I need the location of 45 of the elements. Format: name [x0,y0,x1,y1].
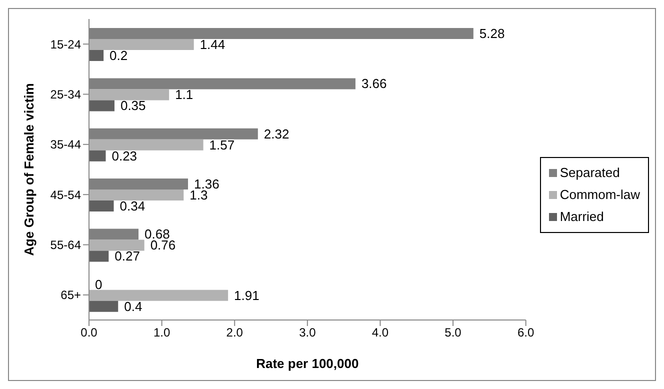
x-axis-title: Rate per 100,000 [256,356,359,371]
legend-label: Commom-law [560,186,640,204]
y-tick-label: 65+ [60,288,81,302]
y-tick-label: 35-44 [50,138,82,152]
bar [89,39,194,50]
data-label: 1.3 [190,188,208,203]
x-tick-label: 3.0 [299,326,316,340]
data-label: 0.27 [114,248,140,264]
data-label: 1.44 [200,37,226,52]
data-label: 5.28 [479,26,505,42]
x-tick-label: 1.0 [153,326,170,340]
y-axis-title: Age Group of Female victim [22,83,37,256]
data-label: 2.32 [264,126,290,142]
x-tick-label: 5.0 [444,326,462,340]
y-tick-label: 25-34 [50,88,82,102]
y-tick-label: 45-54 [50,188,82,202]
data-label: 0.35 [120,98,146,114]
bar [89,89,170,100]
y-tick-label: 15-24 [50,37,82,52]
data-label: 0 [95,276,102,292]
bar [89,100,114,112]
data-label: 1.1 [175,87,194,102]
bar [89,50,104,62]
data-label: 1.57 [209,137,235,152]
data-label: 0.23 [112,148,138,164]
bar [89,190,184,201]
bar [89,200,114,212]
data-label: 1.91 [234,288,260,303]
bar [89,150,106,162]
y-tick-label: 55-64 [50,238,82,252]
legend-label: Separated [560,164,620,182]
data-label: 0.4 [124,298,142,314]
x-tick-label: 6.0 [517,326,534,340]
x-tick-label: 4.0 [372,326,389,340]
data-label: 0.2 [110,48,128,64]
legend-label: Married [560,208,604,226]
bar [89,250,109,262]
bar [89,300,118,312]
data-label: 3.66 [361,76,387,92]
bar [89,240,144,251]
bar [89,290,228,301]
bar [89,139,204,150]
data-label: 0.34 [120,198,146,214]
x-tick-label: 2.0 [226,326,244,340]
x-tick-label: 0.0 [80,326,98,340]
